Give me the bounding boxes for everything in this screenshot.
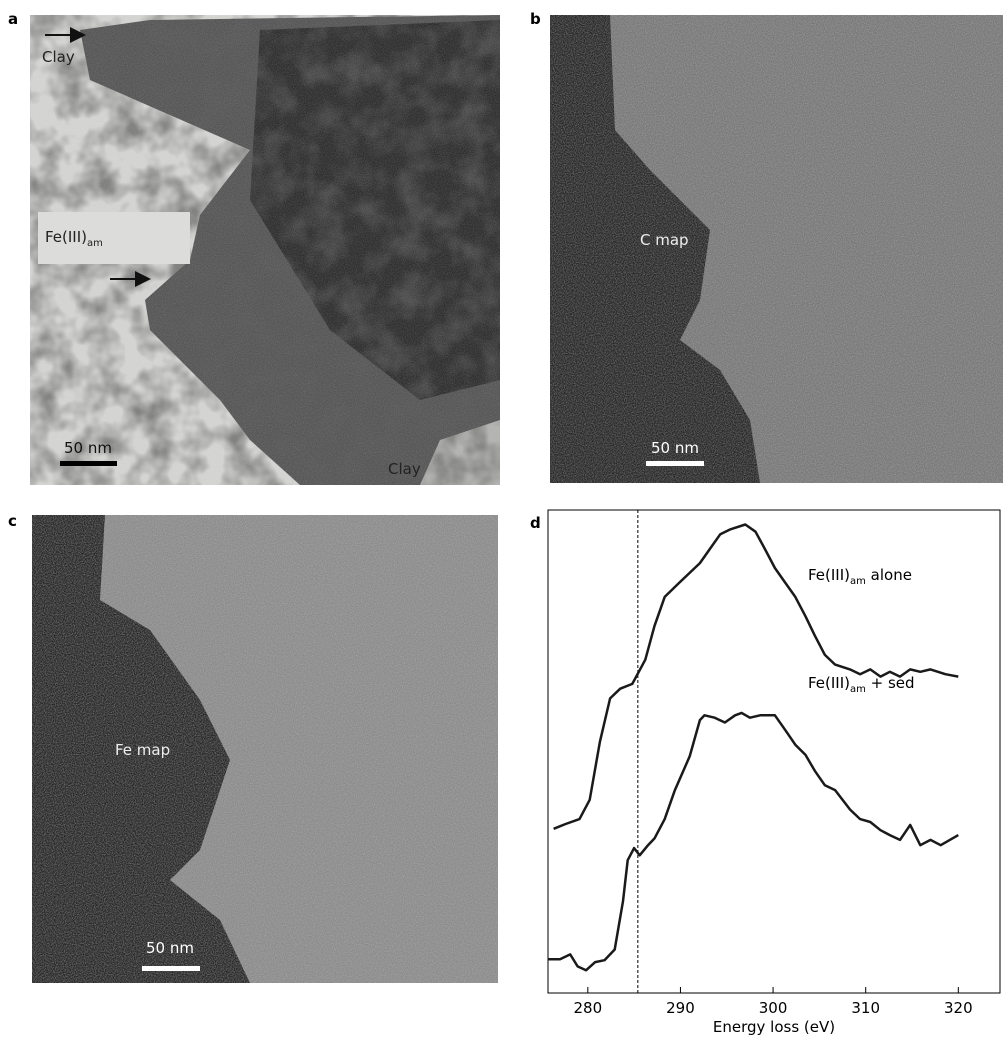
panel-letter: d xyxy=(530,514,541,532)
series-label-sub: am xyxy=(850,684,866,695)
scale-bar xyxy=(646,461,704,466)
series-label-main: Fe(III) xyxy=(808,674,850,692)
spectrum-line xyxy=(548,713,958,970)
panel-c-image xyxy=(32,515,498,983)
x-axis-label: Energy loss (eV) xyxy=(713,1018,835,1036)
scale-bar xyxy=(142,966,200,971)
panel-a-image xyxy=(30,15,500,485)
clay-label: Clay xyxy=(42,48,75,66)
series-label: Fe(III)am alone xyxy=(808,566,912,587)
panel-letter: a xyxy=(8,10,18,28)
scale-label: 50 nm xyxy=(64,439,112,457)
panel-b-image xyxy=(550,15,1003,483)
x-tick-label: 310 xyxy=(851,999,880,1017)
scale-label: 50 nm xyxy=(146,939,194,957)
map-label: Fe map xyxy=(115,741,170,759)
series-label: Fe(III)am + sed xyxy=(808,674,915,695)
x-tick-label: 280 xyxy=(574,999,603,1017)
x-tick-label: 290 xyxy=(666,999,695,1017)
scale-bar xyxy=(60,461,117,466)
series-label-suffix: alone xyxy=(866,566,912,584)
series-label-sub: am xyxy=(850,576,866,587)
figure: a Clay Clay Fe(III)am 50 nm b C map 50 n… xyxy=(0,0,1003,1040)
series-label-suffix: + sed xyxy=(866,674,915,692)
scale-label: 50 nm xyxy=(651,439,699,457)
series-label-main: Fe(III) xyxy=(808,566,850,584)
x-tick-label: 320 xyxy=(944,999,973,1017)
x-tick-label: 300 xyxy=(759,999,788,1017)
panel-letter: c xyxy=(8,512,17,530)
map-label: C map xyxy=(640,231,689,249)
plot-frame xyxy=(548,510,1000,993)
panel-letter: b xyxy=(530,10,541,28)
clay-label: Clay xyxy=(388,460,421,478)
